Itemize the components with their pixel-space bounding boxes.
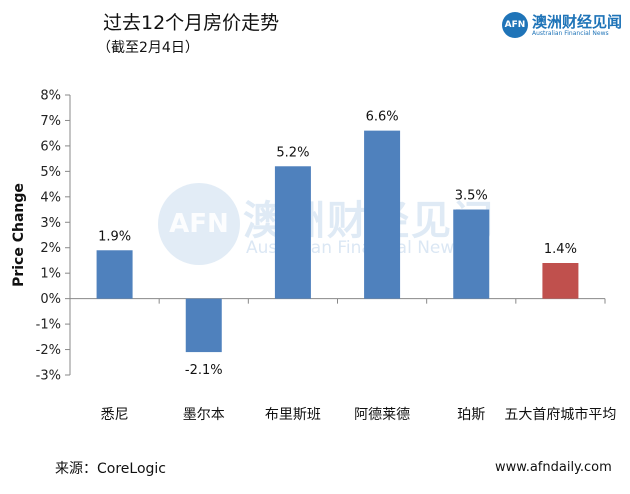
y-tick-label: 7% <box>40 114 61 129</box>
bar <box>453 209 490 299</box>
data-label: 3.5% <box>455 189 488 204</box>
category-label: 阿德莱德 <box>354 407 410 423</box>
logo-tagline: Australian Financial News <box>532 30 609 37</box>
bar <box>274 166 311 299</box>
website-url: www.afndaily.com <box>495 460 612 475</box>
data-label: 5.2% <box>276 145 309 160</box>
y-tick-label: 6% <box>40 139 61 154</box>
y-tick-label: 0% <box>40 292 61 307</box>
data-label: -2.1% <box>185 363 223 378</box>
y-tick-label: 2% <box>40 241 61 256</box>
logo-name: 澳洲财经见闻 <box>532 13 623 31</box>
category-label: 布里斯班 <box>265 407 321 423</box>
data-label: 6.6% <box>366 110 399 125</box>
data-label: 1.4% <box>544 242 577 257</box>
bar <box>96 250 133 299</box>
bar <box>185 298 222 353</box>
category-label: 五大首府城市平均 <box>504 406 616 423</box>
afn-logo-icon: AFN <box>502 12 528 38</box>
chart-title: 过去12个月房价走势 <box>103 12 280 34</box>
bar <box>542 263 579 299</box>
source-note: 来源：CoreLogic <box>55 461 166 477</box>
y-tick-label: 1% <box>40 267 61 282</box>
afn-logo: AFN 澳洲财经见闻 Australian Financial News <box>502 11 622 41</box>
bar <box>364 130 401 299</box>
watermark-icon: AFN <box>158 183 240 265</box>
y-tick-label: -3% <box>36 369 61 384</box>
data-label: 1.9% <box>98 229 131 244</box>
chart-subtitle: （截至2月4日） <box>97 40 199 56</box>
y-tick-label: 3% <box>40 216 61 231</box>
category-label: 墨尔本 <box>183 407 225 423</box>
y-tick-label: -2% <box>36 343 61 358</box>
y-tick-label: -1% <box>36 318 61 333</box>
category-label: 珀斯 <box>457 407 485 423</box>
y-tick-label: 5% <box>40 165 61 180</box>
y-tick-label: 8% <box>40 89 61 104</box>
category-label: 悉尼 <box>101 407 129 423</box>
y-axis-label: Price Change <box>11 183 27 287</box>
y-tick-label: 4% <box>40 190 61 205</box>
